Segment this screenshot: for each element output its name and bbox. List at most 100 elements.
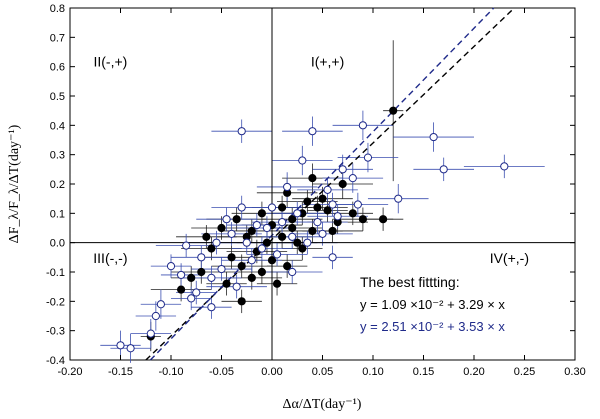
y-tick-label: -0.1 <box>46 267 65 279</box>
data-point-filled <box>389 106 398 115</box>
y-tick-label: 0.3 <box>50 150 65 162</box>
data-point-filled <box>177 285 186 294</box>
data-point-open <box>308 127 317 136</box>
data-point-filled <box>323 206 332 215</box>
quadrant-labels: I(+,+) II(-,+) III(-,-) IV(+,-) <box>93 54 529 267</box>
data-point-open <box>146 329 155 338</box>
data-point-open <box>212 238 221 247</box>
data-point-open <box>500 162 509 171</box>
data-point-open <box>192 288 201 297</box>
data-point-open <box>197 253 206 262</box>
data-point-open <box>348 174 357 183</box>
data-point-open <box>207 273 216 282</box>
data-point-open <box>394 194 403 203</box>
data-point-filled <box>207 244 216 253</box>
data-point-filled <box>328 226 337 236</box>
quadrant-label-1: I(+,+) <box>311 54 344 70</box>
data-point-open <box>126 344 135 353</box>
data-point-open <box>358 121 367 130</box>
y-tick-label: 0.1 <box>50 208 65 220</box>
data-point-filled <box>358 215 367 224</box>
data-point-open <box>313 218 322 227</box>
data-point-filled <box>237 262 246 271</box>
data-point-open <box>283 182 292 192</box>
quadrant-label-3: III(-,-) <box>93 250 127 266</box>
data-point-open <box>318 229 327 238</box>
x-tick-label: -0.05 <box>209 366 234 378</box>
x-tick-label: -0.20 <box>57 366 82 378</box>
data-point-filled <box>298 244 307 253</box>
data-point-filled <box>308 226 317 236</box>
data-point-filled <box>318 194 327 203</box>
y-tick-label: 0.4 <box>50 120 65 132</box>
data-point-filled <box>232 215 241 224</box>
fit-line-1 <box>149 7 495 361</box>
data-point-filled <box>262 238 272 247</box>
x-tick-label: 0.15 <box>413 366 434 378</box>
x-tick-label: -0.15 <box>108 366 133 378</box>
data-point-open <box>222 215 231 224</box>
data-point-filled <box>308 174 317 183</box>
data-point-open <box>323 185 332 194</box>
data-point-filled <box>379 215 388 224</box>
data-point-open <box>217 264 226 274</box>
data-point-open <box>247 256 256 265</box>
data-point-open <box>303 238 312 247</box>
data-point-filled <box>202 232 211 241</box>
data-point-filled <box>187 273 196 282</box>
data-point-open <box>333 212 342 221</box>
data-point-filled <box>288 215 297 224</box>
data-point-open <box>363 153 373 162</box>
x-tick-label: 0.10 <box>362 366 383 378</box>
data-point-open <box>177 270 186 280</box>
data-point-open <box>116 341 125 350</box>
y-tick-label: 0.6 <box>50 62 65 74</box>
data-point-open <box>242 238 251 247</box>
x-axis-ticks: -0.20 -0.15 -0.10 -0.05 0.00 0.05 0.10 0.15 0.20… <box>57 8 586 378</box>
data-point-open <box>298 156 307 165</box>
y-tick-label: -0.4 <box>46 355 65 367</box>
data-point-open <box>328 253 337 262</box>
y-tick-label: -0.2 <box>46 296 65 308</box>
data-point-open <box>272 250 282 259</box>
data-point-filled <box>338 179 347 189</box>
quadrant-label-4: IV(+,-) <box>490 250 529 266</box>
quadrant-label-2: II(-,+) <box>93 54 127 70</box>
data-point-filled <box>267 256 277 265</box>
data-point-open <box>156 300 165 309</box>
data-point-open <box>267 203 277 212</box>
data-point-open <box>262 223 272 233</box>
data-point-open <box>439 165 448 174</box>
data-point-open <box>237 203 246 212</box>
data-point-filled <box>288 223 297 233</box>
data-point-open <box>288 232 297 241</box>
data-point-open <box>151 311 160 321</box>
x-tick-label: -0.10 <box>158 366 183 378</box>
y-tick-label: 0.5 <box>50 91 65 103</box>
data-point-open <box>293 209 302 218</box>
data-point-open <box>237 127 246 136</box>
y-tick-label: 0.2 <box>50 179 65 191</box>
data-point-open <box>227 229 236 238</box>
data-point-filled <box>278 203 287 212</box>
data-point-open <box>232 282 241 291</box>
legend-title: The best fittting: <box>360 274 460 290</box>
data-point-filled <box>303 197 312 206</box>
x-tick-label: 0.20 <box>463 366 484 378</box>
data-point-filled <box>257 267 266 277</box>
data-point-filled <box>247 273 256 282</box>
data-point-filled <box>197 267 206 277</box>
data-point-open <box>353 200 362 209</box>
y-axis-title: ΔF_λ/F_λ/ΔT(day⁻¹) <box>7 124 22 243</box>
x-tick-label: 0.25 <box>514 366 535 378</box>
data-point-filled <box>257 209 266 218</box>
y-axis-ticks: -0.4 -0.3 -0.2 -0.1 0.0 0.1 0.2 0.3 0.4 0.5 0.6 0.7… <box>46 3 575 367</box>
data-point-open <box>338 165 347 174</box>
data-point-open <box>278 218 287 227</box>
x-axis-title: Δα/ΔT(day⁻¹) <box>283 397 362 412</box>
y-tick-label: 0.7 <box>50 32 65 44</box>
data-point-filled <box>217 223 226 233</box>
y-tick-label: 0.8 <box>50 3 65 15</box>
data-point-open <box>187 294 196 303</box>
